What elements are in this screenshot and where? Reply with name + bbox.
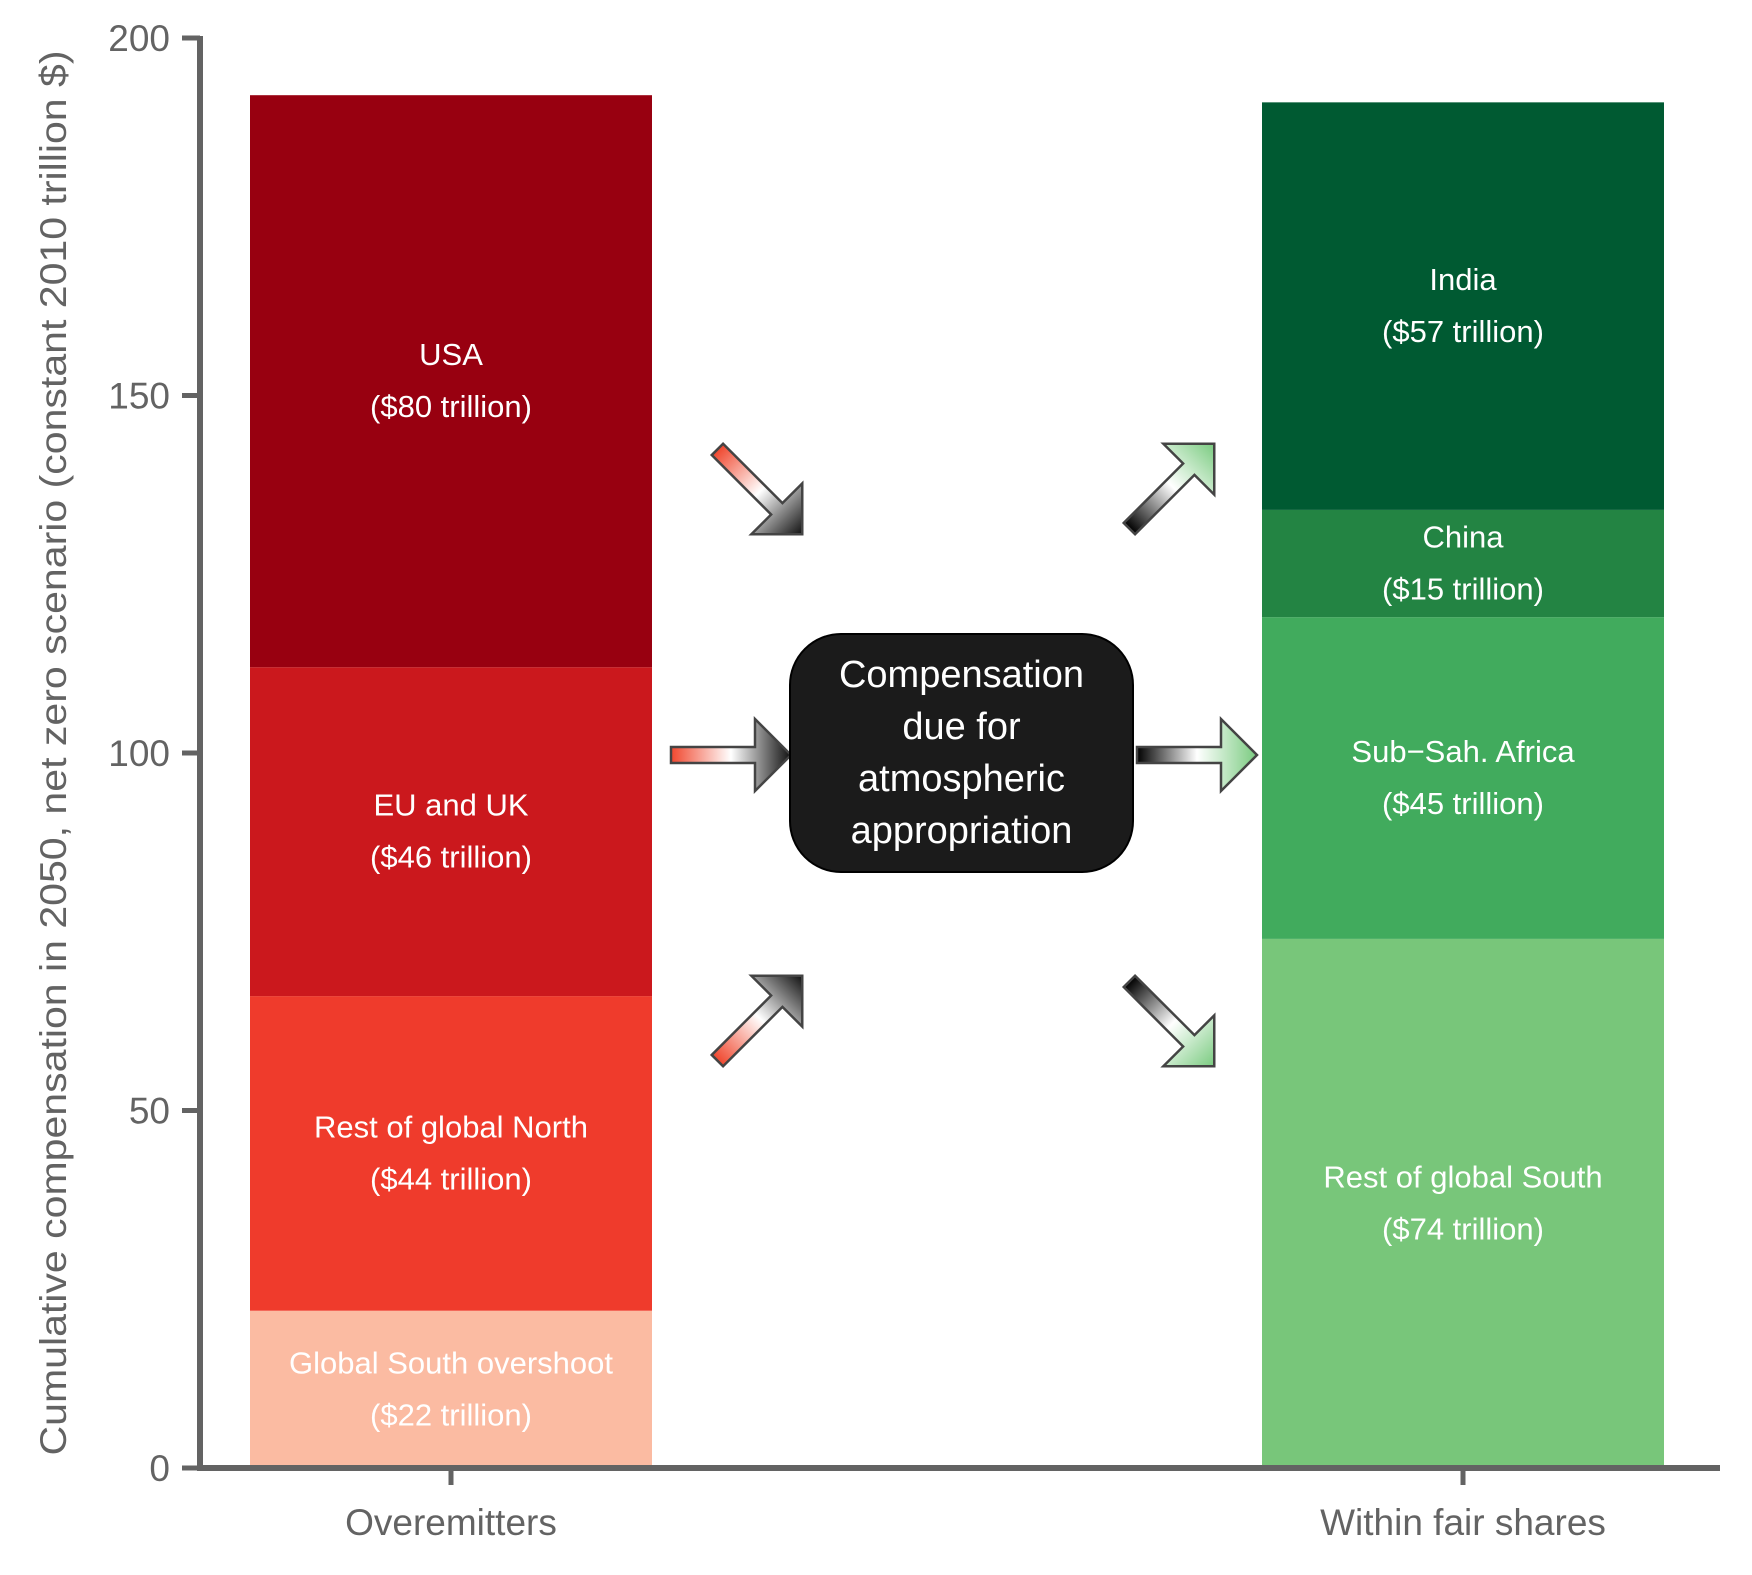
x-tick-label-within-fair-shares: Within fair shares	[1320, 1502, 1606, 1543]
arrows	[669, 441, 1259, 1069]
segment-label-china: China	[1423, 520, 1505, 555]
compensation-box: Compensation due for atmospheric appropr…	[789, 633, 1134, 873]
axes: 0 50 100 150 200 Overemitters Within fair shar…	[33, 18, 1720, 1543]
segment-value-china: ($15 trillion)	[1382, 572, 1544, 607]
segment-value-rest-of-global-north: ($44 trillion)	[370, 1161, 532, 1196]
compensation-label: Compensation due for atmospheric appropr…	[838, 654, 1085, 852]
y-tick-label-200: 200	[108, 18, 170, 59]
segment-value-eu-and-uk: ($46 trillion)	[370, 840, 532, 875]
bar-segment-rest-of-global-north	[250, 996, 652, 1311]
y-tick-label-100: 100	[108, 733, 170, 774]
x-tick-label-overemitters: Overemitters	[345, 1502, 557, 1543]
y-tick-label-150: 150	[108, 376, 170, 417]
bars: Global South overshoot ($22 trillion) Rest…	[250, 95, 1664, 1468]
bar-segment-india	[1262, 102, 1664, 510]
arrow-to-india-icon	[1121, 442, 1216, 537]
segment-value-rest-of-global-south: ($74 trillion)	[1382, 1211, 1544, 1246]
bar-segment-usa	[250, 95, 652, 668]
y-tick-label-0: 0	[149, 1448, 170, 1489]
arrow-to-rest-south-icon	[1121, 973, 1216, 1068]
segment-label-global-south-overshoot: Global South overshoot	[289, 1345, 613, 1380]
arrow-from-usa-icon	[709, 441, 804, 536]
segment-label-sub-sah-africa: Sub−Sah. Africa	[1351, 734, 1575, 769]
bar-segment-global-south-overshoot	[250, 1310, 652, 1468]
bar-segment-eu-and-uk	[250, 667, 652, 997]
segment-value-india: ($57 trillion)	[1382, 314, 1544, 349]
bar-segment-china	[1262, 509, 1664, 618]
y-axis-label: Cumulative compensation in 2050, net zer…	[33, 51, 74, 1456]
segment-label-usa: USA	[419, 337, 483, 372]
segment-value-global-south-overshoot: ($22 trillion)	[370, 1397, 532, 1432]
bar-segment-rest-of-global-south	[1262, 938, 1664, 1468]
segment-label-rest-of-global-south: Rest of global South	[1323, 1159, 1602, 1194]
segment-label-eu-and-uk: EU and UK	[373, 788, 528, 823]
arrow-from-rest-north-icon	[709, 974, 804, 1069]
segment-value-sub-sah-africa: ($45 trillion)	[1382, 786, 1544, 821]
segment-value-usa: ($80 trillion)	[370, 389, 532, 424]
segment-label-india: India	[1429, 262, 1497, 297]
bar-segment-sub-sah-africa	[1262, 617, 1664, 939]
segment-label-rest-of-global-north: Rest of global North	[314, 1109, 588, 1144]
arrow-from-eu-uk-icon	[669, 715, 793, 795]
arrow-to-sub-sah-africa-icon	[1135, 715, 1259, 795]
y-tick-label-50: 50	[129, 1091, 170, 1132]
